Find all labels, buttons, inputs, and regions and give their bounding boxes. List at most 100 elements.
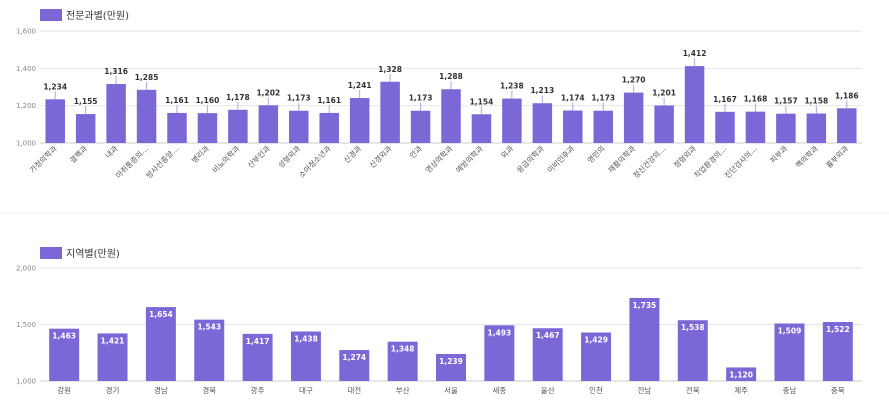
bar[interactable] <box>228 109 248 143</box>
bar-value-label: 1,429 <box>584 336 608 345</box>
bar[interactable] <box>806 113 827 143</box>
bar[interactable] <box>136 89 157 143</box>
y-tick-label: 1,200 <box>16 102 36 110</box>
bar-value-label: 1,270 <box>622 76 646 85</box>
bar[interactable] <box>677 320 708 381</box>
y-tick-label: 1,000 <box>16 378 36 386</box>
bar-value-label: 1,241 <box>348 81 372 90</box>
bar-value-label: 1,316 <box>104 67 128 76</box>
x-category-label: 응급의학과 <box>514 143 546 175</box>
bar-value-label: 1,288 <box>439 72 463 81</box>
x-category-label: 방사선종양… <box>144 143 181 180</box>
bar-value-label: 1,155 <box>74 97 98 106</box>
bar[interactable] <box>745 111 766 143</box>
x-category-label: 대구 <box>299 386 313 395</box>
bar-value-label: 1,239 <box>439 357 463 366</box>
x-category-label: 충북 <box>831 386 845 395</box>
bar[interactable] <box>106 84 126 143</box>
bar[interactable] <box>194 319 225 381</box>
bar[interactable] <box>715 111 735 143</box>
bar-value-label: 1,654 <box>149 310 173 319</box>
bar[interactable] <box>75 114 96 143</box>
bar-value-label: 1,157 <box>774 97 798 106</box>
region-legend-label[interactable]: 지역별(만원) <box>66 248 120 260</box>
x-category-label: 진단검사의… <box>722 143 759 180</box>
bar[interactable] <box>242 333 273 381</box>
y-tick-label: 1,600 <box>16 28 36 36</box>
bar[interactable] <box>629 297 660 381</box>
bar[interactable] <box>410 110 431 143</box>
bar-value-label: 1,174 <box>561 94 585 103</box>
x-category-label: 경북 <box>202 385 216 395</box>
x-category-label: 영민의 <box>585 143 607 165</box>
bar-value-label: 1,438 <box>294 335 318 344</box>
y-tick-label: 1,500 <box>16 321 36 329</box>
bar[interactable] <box>837 108 857 143</box>
bar-value-label: 1,167 <box>713 95 737 104</box>
bar[interactable] <box>822 322 853 381</box>
bar[interactable] <box>97 333 128 381</box>
x-category-label: 강원 <box>57 385 71 395</box>
bar[interactable] <box>563 110 583 143</box>
x-category-label: 핵의학과 <box>793 143 820 170</box>
bar-value-label: 1,238 <box>500 82 524 91</box>
bar-value-label: 1,285 <box>135 73 159 82</box>
region-legend-swatch[interactable] <box>40 247 62 259</box>
bar[interactable] <box>471 114 492 143</box>
bar[interactable] <box>319 112 339 143</box>
bar-value-label: 1,421 <box>101 336 125 345</box>
bar[interactable] <box>145 307 176 381</box>
x-category-label: 전북 <box>686 385 700 395</box>
bar[interactable] <box>684 66 705 143</box>
bar[interactable] <box>289 110 309 143</box>
bar-value-label: 1,173 <box>287 94 311 103</box>
specialty-legend-swatch[interactable] <box>40 9 62 21</box>
x-category-label: 울산 <box>541 385 555 395</box>
bar-value-label: 1,234 <box>43 82 67 91</box>
bar-value-label: 1,202 <box>256 88 280 97</box>
bar[interactable] <box>776 113 796 143</box>
bar[interactable] <box>197 113 218 143</box>
specialty-legend-label[interactable]: 전문과별(만원) <box>66 10 129 22</box>
bar-value-label: 1,274 <box>342 353 366 362</box>
bar[interactable] <box>290 331 321 381</box>
bar-value-label: 1,160 <box>196 96 220 105</box>
x-category-label: 재활의학과 <box>606 143 638 175</box>
bar[interactable] <box>593 110 613 143</box>
bar[interactable] <box>532 328 563 381</box>
bar[interactable] <box>436 353 466 381</box>
bar[interactable] <box>387 341 418 381</box>
x-category-label: 비뇨의학과 <box>210 143 242 175</box>
bar[interactable] <box>581 332 612 381</box>
bar[interactable] <box>339 350 370 381</box>
bar[interactable] <box>167 112 187 143</box>
y-tick-label: 1,400 <box>16 65 36 73</box>
y-tick-label: 2,000 <box>16 265 36 273</box>
x-category-label: 충남 <box>783 386 797 395</box>
x-category-label: 경남 <box>154 385 168 395</box>
bar[interactable] <box>484 325 515 381</box>
bar-value-label: 1,543 <box>197 323 221 332</box>
bar-value-label: 1,173 <box>591 94 615 103</box>
bar[interactable] <box>502 98 522 143</box>
bar[interactable] <box>532 103 553 143</box>
bar-value-label: 1,493 <box>487 328 511 337</box>
x-category-label: 경기 <box>106 385 120 395</box>
bar[interactable] <box>623 92 644 143</box>
bar[interactable] <box>774 323 805 381</box>
bar[interactable] <box>441 89 461 143</box>
bar[interactable] <box>45 99 65 143</box>
bar-value-label: 1,161 <box>317 96 341 105</box>
x-category-label: 광주 <box>251 385 265 395</box>
bar[interactable] <box>654 105 674 143</box>
x-category-label: 영상의학과 <box>423 143 455 175</box>
x-category-label: 이비인후과 <box>545 143 577 175</box>
x-category-label: 신경외과 <box>367 143 394 170</box>
bar-value-label: 1,417 <box>246 337 270 346</box>
bar[interactable] <box>349 98 370 143</box>
bar[interactable] <box>380 81 400 143</box>
bar[interactable] <box>726 367 757 381</box>
bar[interactable] <box>49 328 80 381</box>
bar[interactable] <box>258 105 279 143</box>
x-category-label: 대전 <box>347 385 361 395</box>
